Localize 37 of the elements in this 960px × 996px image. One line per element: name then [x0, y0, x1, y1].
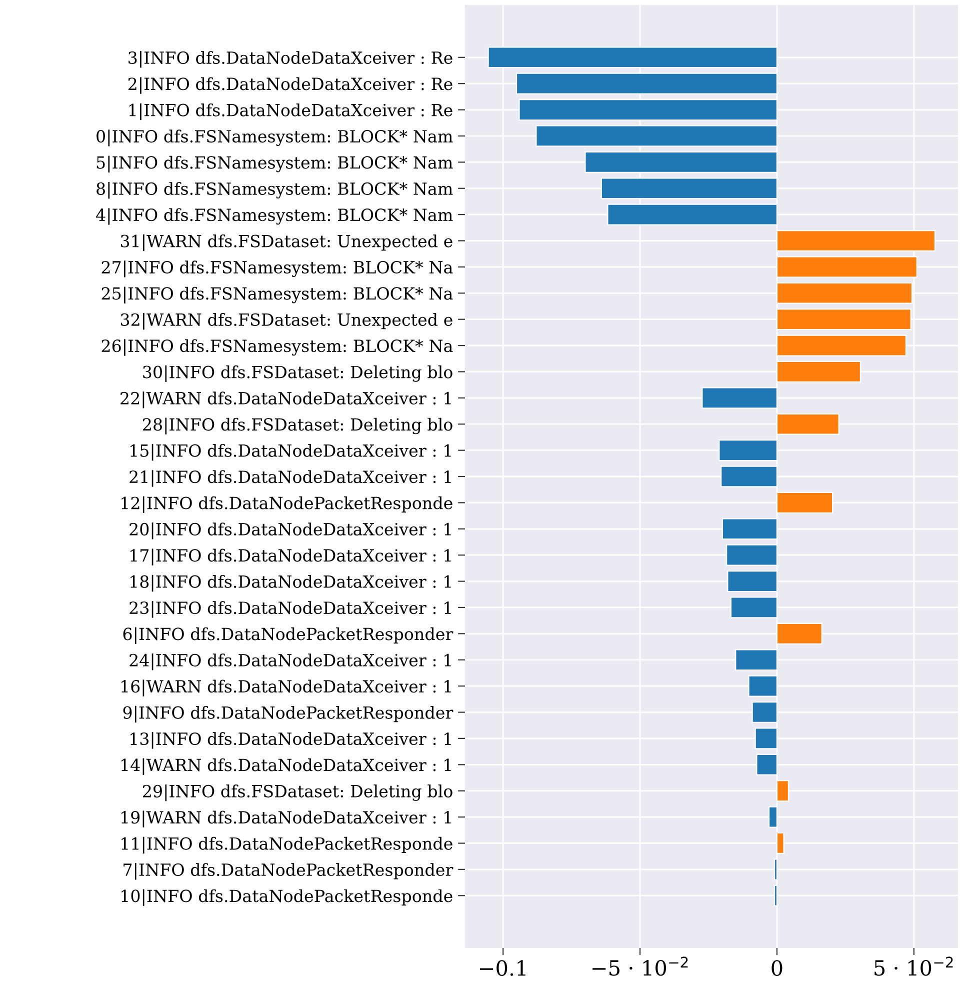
x-tick-label: 5 · 10$^{−2}$ — [874, 956, 953, 976]
y-tick-label: 14|WARN dfs.DataNodeDataXceiver : 1 — [121, 758, 451, 775]
y-tick-label: 25|INFO dfs.FSNamesystem: BLOCK* Na — [102, 286, 453, 304]
y-tick-label: 17|INFO dfs.DataNodeDataXceiver : 1 — [130, 548, 451, 566]
y-tick-label: 32|WARN dfs.FSDataset: Unexpected e — [120, 312, 452, 330]
y-tick-label: 15|INFO dfs.DataNodeDataXceiver : 1 — [130, 444, 451, 461]
y-tick-label: 28|INFO dfs.FSDataset: Deleting blo — [142, 418, 452, 434]
x-tick-label: −0.1 — [480, 960, 526, 976]
y-tick-label: 0|INFO dfs.FSNamesystem: BLOCK* Nam — [96, 130, 453, 146]
y-tick-label: 22|WARN dfs.DataNodeDataXceiver : 1 — [120, 392, 451, 408]
y-tick-label: 8|INFO dfs.FSNamesystem: BLOCK* Nam — [96, 182, 453, 199]
y-tick-label: 4|INFO dfs.FSNamesystem: BLOCK* Nam — [96, 208, 453, 225]
y-tick-label: 21|INFO dfs.DataNodeDataXceiver : 1 — [130, 470, 451, 487]
y-tick-label: 19|WARN dfs.DataNodeDataXceiver : 1 — [121, 810, 451, 828]
y-tick-label: 23|INFO dfs.DataNodeDataXceiver : 1 — [130, 601, 451, 618]
y-tick-label: 30|INFO dfs.FSDataset: Deleting blo — [143, 365, 452, 382]
y-tick-label: 16|WARN dfs.DataNodeDataXceiver : 1 — [121, 680, 451, 696]
y-tick-label: 29|INFO dfs.FSDataset: Deleting blo — [142, 784, 452, 802]
y-tick-label: 5|INFO dfs.FSNamesystem: BLOCK* Nam — [96, 156, 453, 172]
y-tick-label: 12|INFO dfs.DataNodePacketResponde — [122, 496, 452, 513]
y-tick-label: 20|INFO dfs.DataNodeDataXceiver : 1 — [130, 522, 451, 540]
y-tick-label: 26|INFO dfs.FSNamesystem: BLOCK* Na — [102, 339, 453, 356]
y-tick-label: 13|INFO dfs.DataNodeDataXceiver : 1 — [130, 732, 451, 749]
x-tick-label: −5 · 10$^{−2}$ — [592, 956, 688, 976]
y-tick-label: 27|INFO dfs.FSNamesystem: BLOCK* Na — [102, 260, 453, 278]
y-tick-label: 1|INFO dfs.DataNodeDataXceiver : Re — [129, 103, 452, 120]
x-tick-label: 0 — [772, 960, 782, 976]
y-tick-label: 6|INFO dfs.DataNodePacketResponder — [123, 627, 454, 644]
y-tick-label: 31|WARN dfs.FSDataset: Unexpected e — [120, 234, 452, 252]
y-tick-label: 11|INFO dfs.DataNodePacketResponde — [122, 836, 452, 854]
y-tick-label: 24|INFO dfs.DataNodeDataXceiver : 1 — [130, 653, 451, 670]
y-tick-label: 9|INFO dfs.DataNodePacketResponder — [123, 706, 454, 723]
y-tick-label: 10|INFO dfs.DataNodePacketResponde — [122, 889, 452, 906]
y-tick-label: 7|INFO dfs.DataNodePacketResponder — [124, 863, 454, 880]
y-tick-label: 2|INFO dfs.DataNodeDataXceiver : Re — [128, 77, 452, 94]
y-tick-label: 3|INFO dfs.DataNodeDataXceiver : Re — [128, 51, 452, 68]
y-tick-label: 18|INFO dfs.DataNodeDataXceiver : 1 — [130, 574, 451, 592]
